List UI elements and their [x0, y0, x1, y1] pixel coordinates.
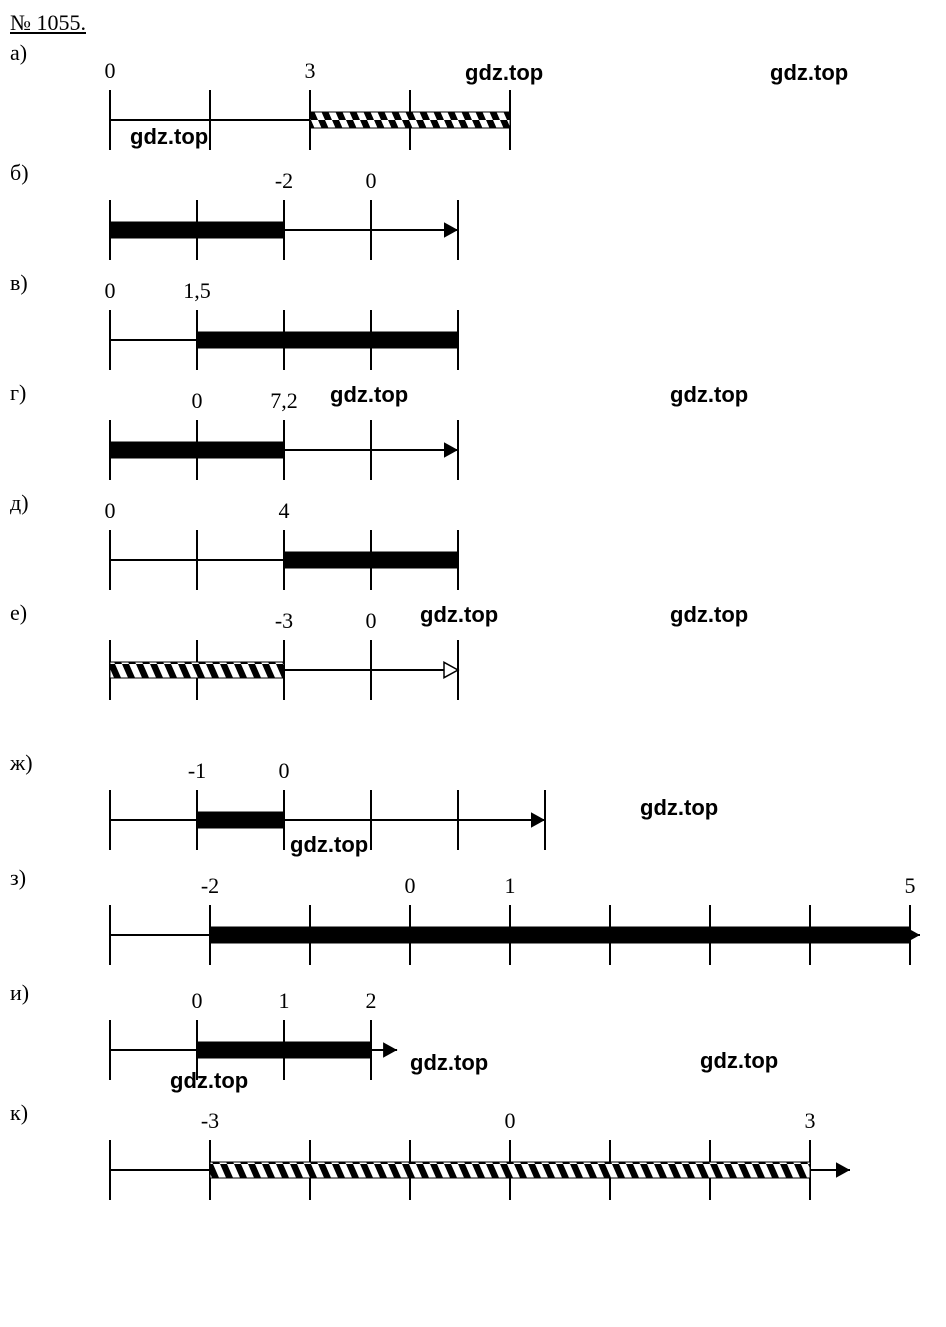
watermark-text: gdz.top: [465, 60, 543, 85]
tick-label: 0: [279, 758, 290, 783]
diagram-row-a: а) 0 3 gdz.top gdz.top gdz.top: [10, 40, 946, 160]
row-label: г): [10, 380, 26, 406]
number-line-svg: 04: [10, 490, 946, 600]
watermark-text: gdz.top: [330, 382, 408, 407]
row-label: в): [10, 270, 28, 296]
tick-label: 2: [366, 988, 377, 1013]
tick-label: 0: [366, 608, 377, 633]
tick-label: 7,2: [270, 388, 298, 413]
row-label: а): [10, 40, 27, 66]
row-label: з): [10, 865, 26, 891]
number-line-svg: 01,5: [10, 270, 946, 380]
tick-label: 0: [105, 58, 116, 83]
watermark-text: gdz.top: [410, 1050, 488, 1075]
diagram-row-z: з) -2 0 1 5: [10, 865, 946, 980]
watermark-text: gdz.top: [770, 60, 848, 85]
row-label: е): [10, 600, 27, 626]
row-label: д): [10, 490, 29, 516]
number-line-svg: -3 0 3: [10, 1100, 946, 1215]
diagram-row-e: е) -3 0 gdz.top gdz.top: [10, 600, 946, 750]
diagram-row-zh: ж) -1 0 gdz.top gdz.top: [10, 750, 946, 865]
tick-label: 0: [366, 168, 377, 193]
watermark-text: gdz.top: [640, 795, 718, 820]
tick-label: 0: [105, 498, 116, 523]
row-label: и): [10, 980, 29, 1006]
diagram-row-v: в)01,5: [10, 270, 946, 380]
row-label: к): [10, 1100, 28, 1126]
number-line-svg: -3 0 gdz.top gdz.top: [10, 600, 946, 750]
watermark-text: gdz.top: [290, 832, 368, 857]
watermark-text: gdz.top: [670, 382, 748, 407]
diagram-row-k: к) -3 0 3: [10, 1100, 946, 1215]
tick-label: 1,5: [183, 278, 211, 303]
tick-label: 4: [279, 498, 290, 523]
watermark-text: gdz.top: [670, 602, 748, 627]
tick-label: 1: [279, 988, 290, 1013]
tick-label: 1: [505, 873, 516, 898]
diagram-row-b: б) -2 0: [10, 160, 946, 270]
tick-label: 5: [905, 873, 916, 898]
tick-label: 0: [105, 278, 116, 303]
tick-label: 0: [192, 988, 203, 1013]
number-line-svg: 0 1 2 gdz.top gdz.top gdz.top: [10, 980, 946, 1100]
tick-label: 0: [505, 1108, 516, 1133]
number-line-svg: 0 3 gdz.top gdz.top gdz.top: [10, 40, 946, 160]
watermark-text: gdz.top: [170, 1068, 248, 1093]
tick-label: 0: [192, 388, 203, 413]
watermark-text: gdz.top: [700, 1048, 778, 1073]
tick-label: 0: [405, 873, 416, 898]
watermark-text: gdz.top: [420, 602, 498, 627]
tick-label: 3: [305, 58, 316, 83]
diagram-row-d: д)04: [10, 490, 946, 600]
number-line-svg: -2 0 1 5: [10, 865, 946, 980]
tick-label: -2: [275, 168, 293, 193]
number-line-svg: -1 0 gdz.top gdz.top: [10, 750, 946, 865]
number-line-svg: 0 7,2 gdz.top gdz.top: [10, 380, 946, 490]
page-title: № 1055.: [10, 10, 946, 36]
watermark-text: gdz.top: [130, 124, 208, 149]
number-line-svg: -2 0: [10, 160, 946, 270]
tick-label: 3: [805, 1108, 816, 1133]
diagram-row-g: г) 0 7,2 gdz.top gdz.top: [10, 380, 946, 490]
row-label: ж): [10, 750, 33, 776]
diagram-container: а)03gdz.topgdz.topgdz.topб)-20в)01,5г)07…: [10, 40, 946, 1215]
tick-label: -1: [188, 758, 206, 783]
diagram-row-i: и) 0 1 2 gdz.top gdz.top gdz.top: [10, 980, 946, 1100]
tick-label: -2: [201, 873, 219, 898]
tick-label: -3: [275, 608, 293, 633]
tick-label: -3: [201, 1108, 219, 1133]
row-label: б): [10, 160, 29, 186]
